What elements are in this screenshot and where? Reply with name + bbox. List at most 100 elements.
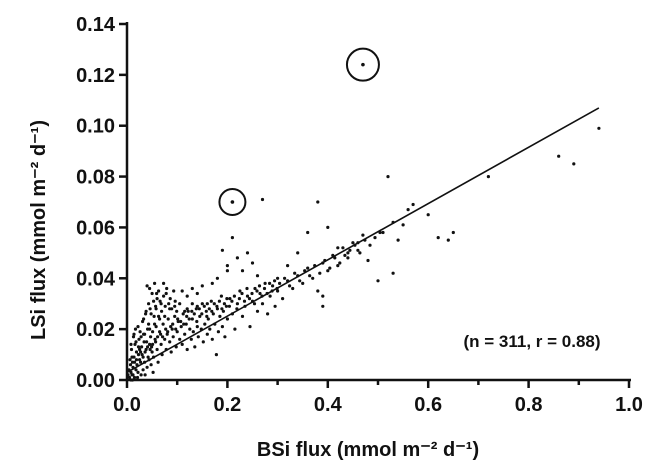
- data-point: [245, 294, 250, 298]
- data-point: [210, 281, 214, 285]
- data-point: [185, 347, 189, 352]
- tick-labels: 0.0 0.2 0.4 0.6 0.8 1.0 0.00 0.02 0.04 0.06 0.08 0.…: [76, 14, 643, 416]
- data-point: [163, 314, 167, 318]
- data-point: [247, 297, 252, 301]
- y-tick-label: 0.14: [76, 14, 116, 36]
- data-point: [198, 314, 202, 318]
- data-point: [181, 312, 185, 316]
- data-point: [321, 304, 325, 308]
- data-point: [134, 368, 138, 372]
- data-point: [149, 363, 153, 367]
- data-point: [141, 355, 145, 359]
- data-point: [134, 350, 139, 354]
- data-point: [202, 304, 206, 308]
- data-point: [159, 302, 163, 306]
- data-point: [135, 375, 140, 380]
- data-point: [190, 286, 194, 291]
- data-point: [155, 291, 159, 296]
- highlight-circles: [218, 47, 380, 216]
- data-point: [451, 230, 455, 235]
- data-point: [144, 347, 148, 352]
- data-point: [178, 337, 182, 341]
- data-point: [179, 319, 183, 324]
- data-point: [157, 314, 161, 318]
- data-point: [185, 294, 189, 298]
- data-point: [240, 314, 245, 318]
- data-point: [338, 261, 342, 265]
- data-point: [171, 335, 175, 339]
- data-point: [228, 297, 232, 301]
- data-point: [192, 312, 196, 316]
- data-point: [381, 230, 385, 235]
- data-point: [155, 297, 159, 301]
- data-point: [163, 337, 167, 341]
- data-point: [255, 309, 260, 313]
- data-point: [235, 256, 239, 260]
- data-point: [195, 304, 199, 308]
- data-point: [225, 297, 229, 301]
- regression-line-group: [126, 107, 600, 374]
- data-point: [155, 347, 159, 352]
- data-point: [187, 317, 191, 321]
- data-point: [146, 355, 150, 359]
- data-point: [173, 304, 177, 308]
- data-point: [222, 302, 226, 306]
- data-point: [131, 373, 135, 377]
- data-point: [253, 286, 257, 291]
- data-point: [139, 373, 143, 377]
- data-point: [145, 365, 149, 369]
- data-point: [240, 291, 244, 296]
- data-point: [154, 307, 158, 311]
- data-point: [147, 302, 151, 306]
- data-point: [293, 271, 297, 275]
- data-point: [223, 335, 227, 339]
- data-point: [260, 302, 265, 306]
- data-point: [215, 304, 219, 308]
- y-tick-label: 0.06: [76, 217, 115, 239]
- data-point: [144, 312, 148, 316]
- data-point: [316, 289, 320, 293]
- data-point: [162, 281, 166, 285]
- data-point: [211, 312, 215, 316]
- data-point: [208, 327, 212, 331]
- data-point: [268, 294, 272, 298]
- data-point: [186, 309, 190, 313]
- data-point: [283, 276, 287, 280]
- data-point: [164, 291, 168, 296]
- data-point: [245, 251, 250, 255]
- data-point: [250, 261, 255, 265]
- data-point: [151, 370, 155, 374]
- data-point: [152, 299, 156, 303]
- x-tick-label: 0.6: [414, 394, 442, 416]
- data-point: [161, 335, 165, 339]
- data-point: [166, 317, 170, 321]
- data-point: [220, 325, 224, 329]
- data-point: [233, 327, 237, 331]
- data-point: [406, 208, 410, 212]
- data-point: [151, 330, 155, 334]
- data-point: [263, 281, 267, 285]
- data-point: [136, 370, 140, 374]
- data-point: [195, 325, 199, 329]
- data-point: [206, 317, 210, 321]
- data-point: [356, 248, 360, 252]
- data-point: [232, 294, 236, 298]
- data-point: [346, 251, 350, 255]
- regression-line: [126, 107, 600, 374]
- data-point: [146, 345, 150, 349]
- data-point: [185, 307, 189, 311]
- x-tick-label: 0.2: [213, 394, 241, 416]
- data-point: [281, 297, 285, 301]
- x-tick-label: 1.0: [615, 394, 643, 416]
- data-point: [139, 360, 143, 364]
- data-point: [160, 309, 164, 313]
- data-point: [288, 284, 292, 288]
- data-point: [136, 353, 141, 357]
- data-point: [207, 307, 211, 311]
- data-point: [212, 302, 216, 306]
- data-point: [486, 175, 490, 179]
- data-point: [143, 350, 147, 354]
- data-point: [215, 307, 219, 311]
- data-point: [150, 350, 154, 354]
- data-point: [154, 325, 158, 329]
